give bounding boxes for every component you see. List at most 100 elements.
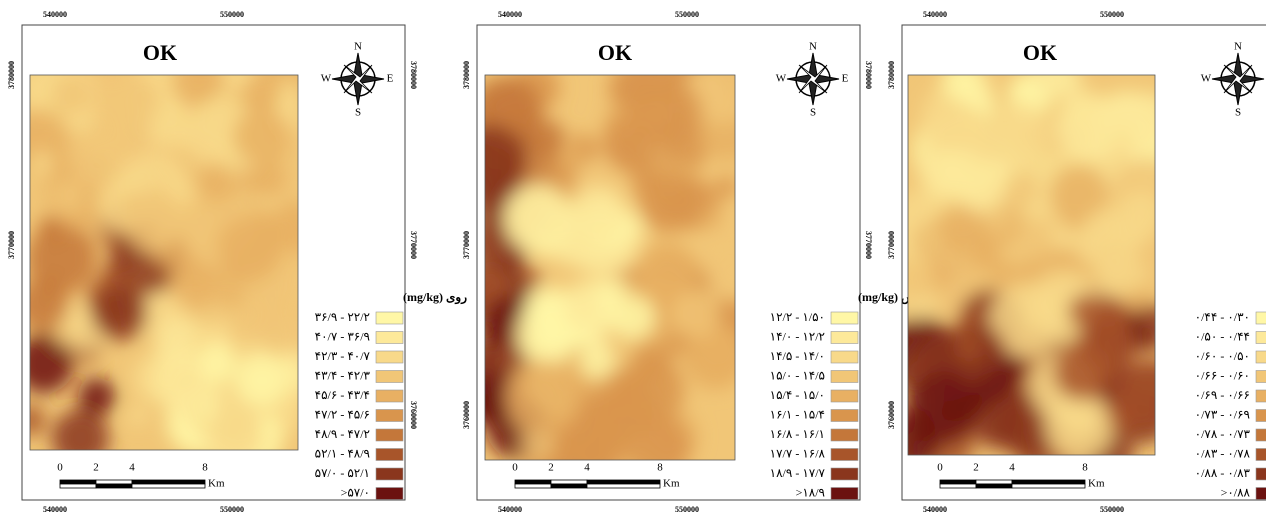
legend-swatch: [375, 370, 404, 383]
legend-label: ۱۴/۰ - ۱۲/۲: [770, 329, 825, 343]
raster-blob: [520, 268, 542, 290]
scale-tick: 4: [129, 462, 135, 474]
compass-star-minor: [798, 64, 828, 94]
compass-n: N: [1234, 41, 1242, 53]
scale-unit: Km: [1088, 478, 1105, 490]
map-title: OK: [1023, 40, 1057, 65]
legend-swatch: [1255, 350, 1266, 364]
map-border: [907, 74, 1156, 456]
scale-tick: 4: [1009, 462, 1015, 474]
legend-label: >۱۸/۹: [796, 485, 825, 499]
raster-blob: [236, 354, 288, 406]
raster-blob: [524, 286, 574, 336]
scale-seg: [586, 479, 661, 485]
scale-seg: [131, 483, 206, 489]
raster-blob: [916, 296, 937, 318]
raster-blob: [168, 255, 221, 308]
scale-tick: 8: [1082, 462, 1088, 474]
raster-blob: [521, 426, 555, 460]
raster-blob: [182, 215, 225, 258]
x-coord-top: 540000: [498, 10, 522, 19]
raster-blob: [215, 216, 282, 284]
raster-blob: [1126, 288, 1148, 310]
legend-label: ۰/۴۴ - ۰/۳۰: [1195, 310, 1250, 324]
scale-seg: [975, 479, 1013, 485]
raster: [485, 75, 735, 460]
legend-swatch: [830, 370, 859, 383]
x-coord-bottom: 550000: [1100, 505, 1124, 514]
scale-tick: 2: [93, 462, 99, 474]
legend-label: ۱۶/۸ - ۱۶/۱: [770, 427, 825, 441]
panel-frame: [476, 24, 861, 501]
raster-blobs: [30, 75, 298, 450]
compass-star-minor: [1223, 64, 1253, 94]
raster-blob: [50, 75, 93, 116]
raster-blob: [485, 316, 511, 348]
raster-blob: [936, 149, 987, 201]
raster: [30, 75, 298, 450]
legend-label: ۴۵/۶ - ۴۳/۴: [315, 388, 370, 402]
raster-blob: [30, 278, 69, 332]
legend-title: روی (mg/kg): [403, 290, 467, 305]
y-coord-right: 3770000: [864, 231, 873, 259]
scale-tick: 0: [937, 462, 943, 474]
raster-blob: [51, 409, 110, 450]
scale-seg: [1011, 479, 1086, 485]
scale-seg: [95, 483, 133, 489]
legend-swatch: [1255, 487, 1266, 500]
y-coord-left: 3780000: [887, 61, 896, 89]
raster-blob: [209, 408, 264, 450]
legend-swatch: [1255, 370, 1266, 383]
raster-blob: [30, 222, 98, 295]
legend-swatch: [1255, 331, 1266, 344]
raster-blob: [1002, 171, 1040, 208]
raster-blob: [120, 191, 148, 219]
legend-label: ۳۶/۹ - ۲۲/۲: [315, 310, 370, 324]
legend-title: مس (mg/kg): [858, 290, 923, 305]
legend-label: ۱۶/۱ - ۱۵/۴: [770, 407, 825, 421]
compass-n: N: [354, 41, 362, 53]
y-coord-left: 3770000: [7, 231, 16, 259]
scale-seg: [939, 483, 977, 489]
legend-swatch: [375, 409, 404, 422]
scale-seg: [586, 483, 661, 489]
legend-swatch: [375, 428, 404, 442]
legend-label: ۴۲/۳ - ۴۰/۷: [315, 349, 371, 363]
scale-seg: [975, 483, 1013, 489]
raster-blob: [985, 102, 1051, 168]
legend-swatch: [375, 311, 404, 325]
scale-tick: 2: [548, 462, 554, 474]
raster-blob: [51, 179, 85, 213]
legend-swatch: [830, 487, 859, 500]
legend-swatch: [1255, 311, 1266, 325]
y-coord-left: 3780000: [7, 61, 16, 89]
raster-blob: [989, 283, 1064, 358]
legend-label: ۵۷/۰ - ۵۲/۱: [315, 466, 370, 480]
raster-blob: [91, 284, 148, 341]
legend-label: ۴۸/۹ - ۴۷/۲: [315, 427, 370, 441]
legend-label: ۰/۸۸ - ۰/۸۳: [1195, 466, 1251, 480]
raster-blobs: [485, 75, 735, 460]
legend-label: ۰/۷۸ - ۰/۷۳: [1195, 427, 1251, 441]
legend-swatch: [1255, 409, 1266, 422]
legend-label: ۱۵/۰ - ۱۴/۵: [770, 368, 825, 382]
raster-blob: [1117, 189, 1155, 238]
legend-label: ۰/۷۳ - ۰/۶۹: [1195, 407, 1250, 421]
raster-blob: [91, 75, 161, 140]
raster-blob: [1096, 296, 1129, 329]
raster-blob: [671, 289, 720, 338]
scale-seg: [939, 479, 977, 485]
y-coord-left: 3780000: [462, 61, 471, 89]
legend-swatch: [830, 331, 859, 344]
raster-blob: [30, 404, 46, 437]
raster-blob: [505, 359, 581, 435]
legend-label: ۰/۵۰ - ۰/۴۴: [1195, 329, 1250, 343]
raster-blob: [485, 124, 528, 200]
legend-label: ۰/۶۶ - ۰/۶۰: [1195, 368, 1250, 382]
raster-blob: [30, 151, 53, 173]
raster-blob: [119, 128, 153, 162]
legend-swatch: [830, 389, 859, 403]
raster-blob: [30, 333, 75, 394]
y-coord-right: 3760000: [409, 401, 418, 429]
